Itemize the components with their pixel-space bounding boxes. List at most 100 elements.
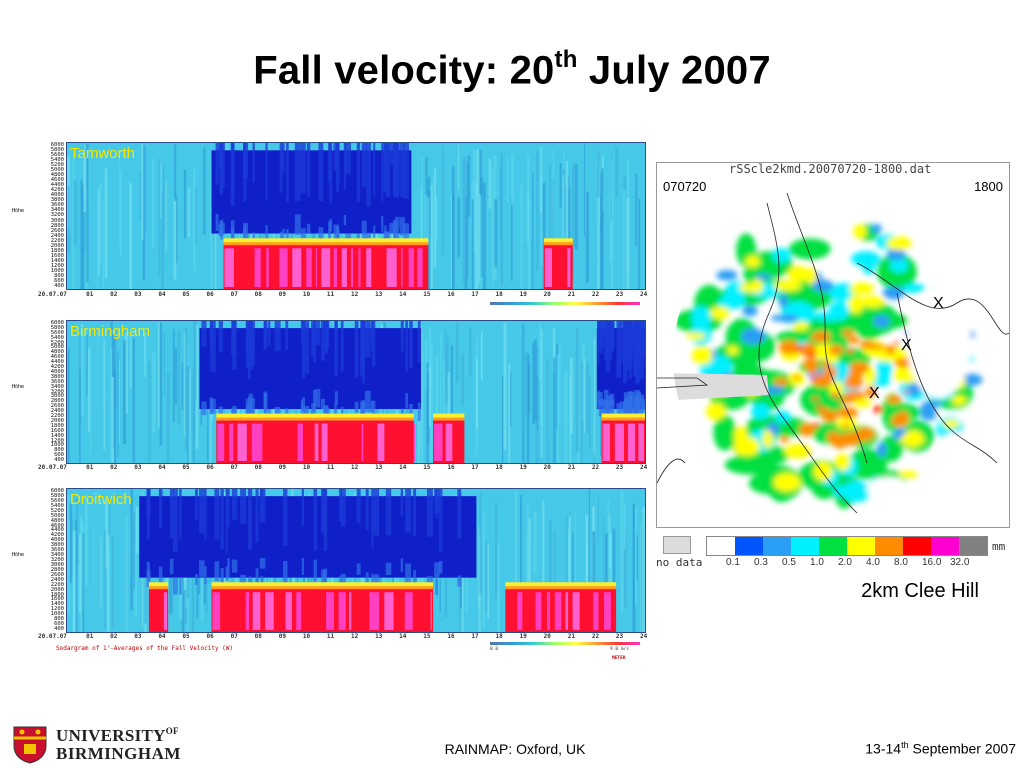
x-tick-label: 15 <box>423 291 431 298</box>
x-tick-label: 05 <box>182 633 190 640</box>
y-tick-label: 2400 <box>50 408 64 415</box>
x-tick-label: 18 <box>495 633 503 640</box>
y-tick-label: 1000 <box>50 442 64 449</box>
footer-event: RAINMAP: Oxford, UK <box>444 741 586 757</box>
x-tick-label: 23 <box>615 633 624 640</box>
x-tick-label: 03 <box>134 291 142 298</box>
colorbar-max-label: 9.0 m/s <box>610 647 629 652</box>
y-tick-label: 2400 <box>50 232 64 239</box>
y-tick-label: 4800 <box>50 517 64 524</box>
y-tick-label: 3600 <box>50 378 64 385</box>
y-tick-label: 1800 <box>50 247 64 254</box>
y-tick-label: 1800 <box>50 591 64 598</box>
colorbar-unit-label: METEK <box>612 656 626 661</box>
legend-value-label: 2.0 <box>838 557 852 568</box>
x-tick-label: 22 <box>591 291 600 298</box>
no-data-label: no data <box>656 556 703 569</box>
y-tick-label: 2800 <box>50 566 64 573</box>
x-tick-label: 16 <box>447 633 455 640</box>
x-tick-label: 07 <box>230 464 238 471</box>
university-logo: UNIVERSITYOF BIRMINGHAM <box>10 724 190 764</box>
y-tick-label: 2600 <box>50 571 64 578</box>
station-label: Birmingham <box>70 323 151 340</box>
y-tick-label: 6000 <box>50 488 64 494</box>
y-tick-label: 5800 <box>50 324 64 331</box>
x-tick-label: 05 <box>182 291 190 298</box>
x-tick-label: 04 <box>158 633 166 640</box>
x-tick-label: 23 <box>615 464 624 471</box>
legend-color-cells <box>706 536 988 556</box>
x-tick-label: 14 <box>399 464 407 471</box>
x-tick-label: 19 <box>519 291 527 298</box>
y-axis-label: Höhe <box>12 384 25 390</box>
x-tick-label: 05 <box>182 464 190 471</box>
y-tick-label: 1200 <box>50 262 64 269</box>
x-date-label: 20.07.07 <box>38 464 67 471</box>
y-tick-label: 5800 <box>50 492 64 499</box>
y-tick-label: 4000 <box>50 368 64 375</box>
y-tick-label: 1200 <box>50 437 64 444</box>
sodar-panel-tamworth: 6000 5800 5600 5400 5200 5000 4800 4600 4400 4200… <box>10 142 650 305</box>
y-tick-label: 600 <box>54 277 64 284</box>
y-tick-label: 4800 <box>50 349 64 356</box>
y-tick-label: 2000 <box>50 242 64 249</box>
y-tick-label: 4000 <box>50 537 64 544</box>
x-tick-label: 13 <box>375 633 383 640</box>
x-tick-label: 17 <box>471 464 479 471</box>
radar-date: 070720 <box>663 179 707 194</box>
y-tick-label: 5400 <box>50 502 64 509</box>
x-tick-label: 17 <box>471 291 479 298</box>
y-tick-label: 3600 <box>50 547 64 554</box>
y-tick-label: 5200 <box>50 339 64 346</box>
y-axis-label: Höhe <box>12 552 25 558</box>
y-tick-labels: 6000 5800 5600 5400 5200 5000 4800 4600 4400 4200… <box>28 142 66 289</box>
y-tick-label: 4600 <box>50 522 64 529</box>
legend-color-cell <box>763 537 791 555</box>
y-tick-label: 1000 <box>50 611 64 618</box>
y-tick-label: 2200 <box>50 581 64 588</box>
legend-value-label: 1.0 <box>810 557 824 568</box>
x-tick-label: 01 <box>86 464 94 471</box>
y-tick-label: 1400 <box>50 257 64 264</box>
x-tick-label: 20 <box>543 633 551 640</box>
y-tick-label: 5400 <box>50 334 64 341</box>
heatmap-svg <box>67 143 645 289</box>
page-title: Fall velocity: 20th July 2007 <box>253 46 771 93</box>
y-tick-label: 3800 <box>50 542 64 549</box>
x-tick-label: 17 <box>471 633 479 640</box>
x-tick-label: 07 <box>230 633 238 640</box>
radar-rain-field: X X X <box>657 192 1009 518</box>
station-label: Tamworth <box>70 145 136 162</box>
legend-color-cell <box>903 537 931 555</box>
x-tick-label: 19 <box>519 464 527 471</box>
x-tick-label: 13 <box>375 291 383 298</box>
y-tick-label: 2600 <box>50 227 64 234</box>
legend-color-cell <box>931 537 959 555</box>
legend-color-cell <box>735 537 763 555</box>
x-tick-label: 22 <box>591 633 600 640</box>
x-tick-label: 12 <box>351 291 359 298</box>
y-tick-label: 5600 <box>50 329 64 336</box>
station-label: Droitwich <box>70 491 132 508</box>
legend-value-label: 0.1 <box>726 557 740 568</box>
x-tick-label: 01 <box>86 291 94 298</box>
y-tick-label: 4400 <box>50 527 64 534</box>
x-tick-label: 16 <box>447 291 455 298</box>
sodar-panel-birmingham: 6000 5800 5600 5400 5200 5000 4800 4600 4400 4200… <box>10 320 650 471</box>
colorbar-min-label: 0.0 <box>490 647 499 652</box>
x-tick-label: 21 <box>567 464 575 471</box>
y-tick-label: 2000 <box>50 417 64 424</box>
x-tick-label: 08 <box>254 464 262 471</box>
y-tick-label: 600 <box>54 452 64 459</box>
y-tick-label: 5200 <box>50 162 64 169</box>
y-tick-label: 1200 <box>50 606 64 613</box>
legend-value-label: 4.0 <box>866 557 880 568</box>
y-tick-label: 5000 <box>50 512 64 519</box>
x-tick-label: 21 <box>567 291 575 298</box>
legend-value-label: 0.5 <box>782 557 796 568</box>
y-tick-label: 5800 <box>50 147 64 154</box>
y-tick-label: 3600 <box>50 202 64 209</box>
x-date-label: 20.07.07 <box>38 291 67 298</box>
y-tick-label: 4200 <box>50 532 64 539</box>
sodargram-caption: Sodargram of 1'-Averages of the Fall Vel… <box>56 645 234 652</box>
